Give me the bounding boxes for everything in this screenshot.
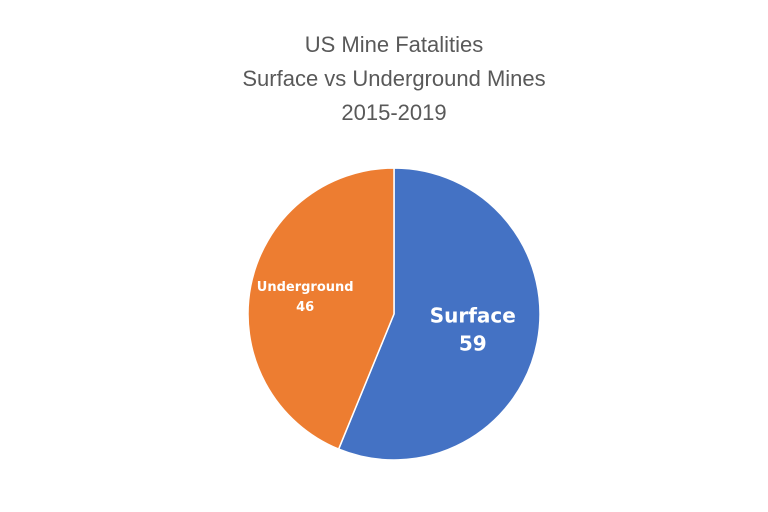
data-label-name-surface: Surface	[430, 304, 516, 328]
pie-slice-underground	[247, 167, 395, 451]
data-label-name-underground: Underground	[257, 280, 354, 295]
chart-title-line-2: Surface vs Underground Mines	[242, 66, 545, 91]
data-label-value-underground: 46	[296, 300, 314, 315]
pie-slice-surface	[337, 167, 541, 461]
data-label-value-surface: 59	[459, 332, 487, 356]
chart-title-line-3: 2015-2019	[341, 100, 446, 125]
pie-labels: Surface 59 Underground 46	[257, 280, 516, 355]
chart-title-line-1: US Mine Fatalities	[305, 32, 484, 57]
pie-slices	[247, 167, 541, 461]
